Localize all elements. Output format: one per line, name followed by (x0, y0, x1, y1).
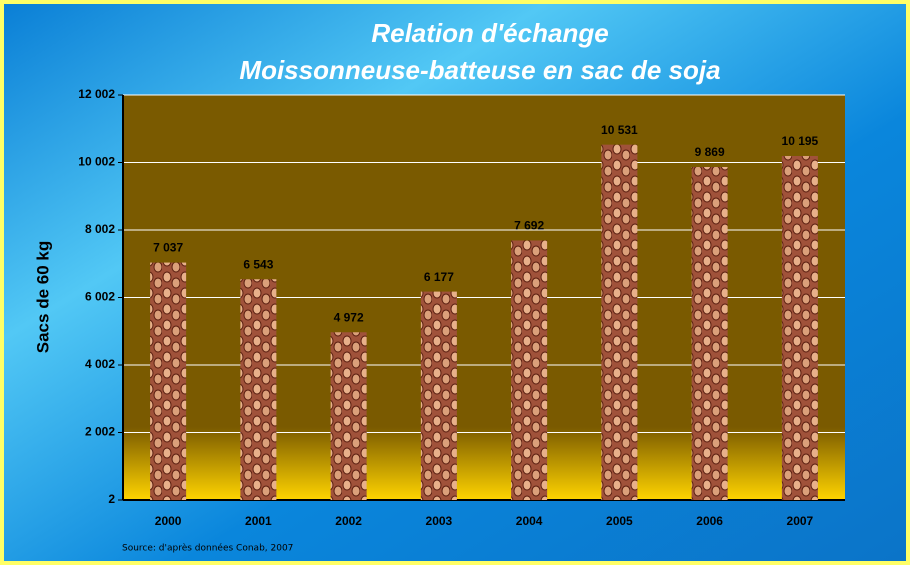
value-label: 10 195 (782, 134, 819, 148)
bar (240, 279, 277, 500)
value-label: 9 869 (695, 145, 725, 159)
bar (420, 291, 457, 500)
y-tick-label: 2 002 (85, 425, 115, 439)
chart-title: Relation d'échange (371, 18, 608, 48)
value-label: 7 692 (514, 219, 544, 233)
y-tick-label: 12 002 (78, 87, 115, 101)
bar (511, 240, 548, 500)
chart-subtitle: Moissonneuse-batteuse en sac de soja (239, 55, 720, 85)
x-tick-label: 2001 (245, 514, 272, 528)
value-label: 7 037 (153, 241, 183, 255)
y-tick-label: 2 (108, 492, 115, 506)
bar (330, 332, 367, 500)
y-tick-label: 6 002 (85, 290, 115, 304)
x-tick-label: 2007 (787, 514, 814, 528)
value-label: 4 972 (334, 310, 364, 324)
value-label: 6 543 (243, 257, 273, 271)
x-tick-label: 2004 (516, 514, 543, 528)
source: Source: d'après données Conab, 2007 (122, 543, 293, 554)
value-label: 6 177 (424, 270, 454, 284)
y-tick-label: 10 002 (78, 155, 115, 169)
x-tick-label: 2003 (426, 514, 453, 528)
value-label: 10 531 (601, 123, 638, 137)
bar (150, 262, 187, 500)
y-tick-label: 4 002 (85, 357, 115, 371)
bar (601, 144, 638, 501)
x-tick-label: 2002 (335, 514, 362, 528)
x-tick-label: 2006 (696, 514, 723, 528)
x-tick-label: 2000 (155, 514, 182, 528)
x-tick-label: 2005 (606, 514, 633, 528)
bar (691, 166, 728, 500)
y-axis-label: Sacs de 60 kg (33, 241, 52, 353)
y-tick-label: 8 002 (85, 222, 115, 236)
bar (781, 155, 818, 500)
